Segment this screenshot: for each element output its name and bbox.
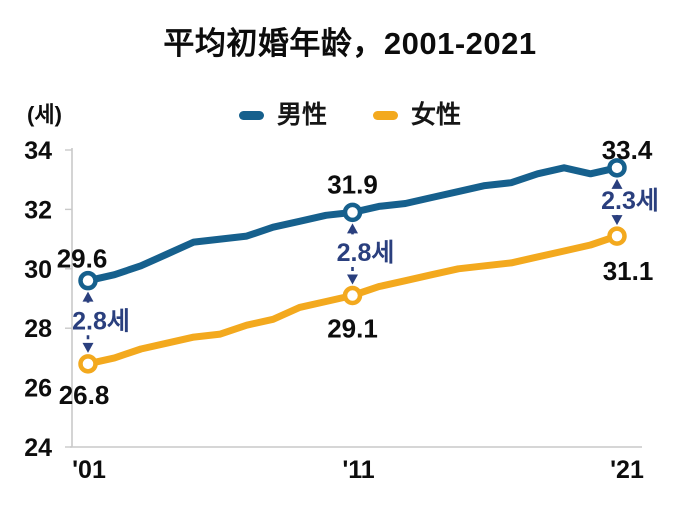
male-value-label: 33.4 [602,135,653,165]
female-data-point-marker [607,226,627,246]
female-value-label: 26.8 [59,380,110,410]
chart-title: 平均初婚年龄，2001-2021 [163,26,537,61]
gap-annotation-label: 2.8세 [72,307,130,335]
female-series-swatch-icon [373,111,398,120]
legend: 男性 女性 [0,103,700,128]
y-tick-label: 28 [24,315,52,343]
gap-annotation-label: 2.8세 [337,239,395,267]
female-value-label: 29.1 [327,314,378,344]
gap-arrow-down-head-icon [347,274,358,285]
gap-annotation-label: 2.3세 [601,187,659,215]
legend-item-female: 女性 [373,103,461,128]
male-data-point-marker [78,270,98,291]
x-tick-label: '21 [610,456,644,484]
male-series-label: 男性 [276,101,327,129]
x-tick-label: '01 [72,456,106,484]
y-axis-unit-label: (세) [27,102,62,127]
y-tick-label: 30 [24,256,52,284]
male-data-point-marker [607,158,627,178]
y-tick-label: 26 [24,375,52,403]
female-series-label: 女性 [411,101,462,129]
gap-arrow-up-head-icon [347,223,358,234]
gap-arrow-down-head-icon [611,215,623,226]
male-value-label: 31.9 [327,169,378,199]
y-tick-label: 24 [24,434,52,462]
gap-arrow-up-head-icon [611,178,623,189]
gap-arrow-down-head-icon [82,342,94,353]
y-tick-label: 34 [24,137,52,165]
y-tick-label: 32 [24,196,52,224]
female-data-point-marker [78,354,98,374]
male-series-swatch-icon [238,111,264,120]
female-data-point-marker [342,285,363,306]
legend-item-male: 男性 [238,101,327,129]
female-value-label: 31.1 [603,256,654,286]
gap-arrow-up-head-icon [82,291,94,302]
x-tick-label: '11 [342,456,374,484]
male-value-label: 29.6 [57,244,108,274]
male-data-point-marker [342,202,363,223]
